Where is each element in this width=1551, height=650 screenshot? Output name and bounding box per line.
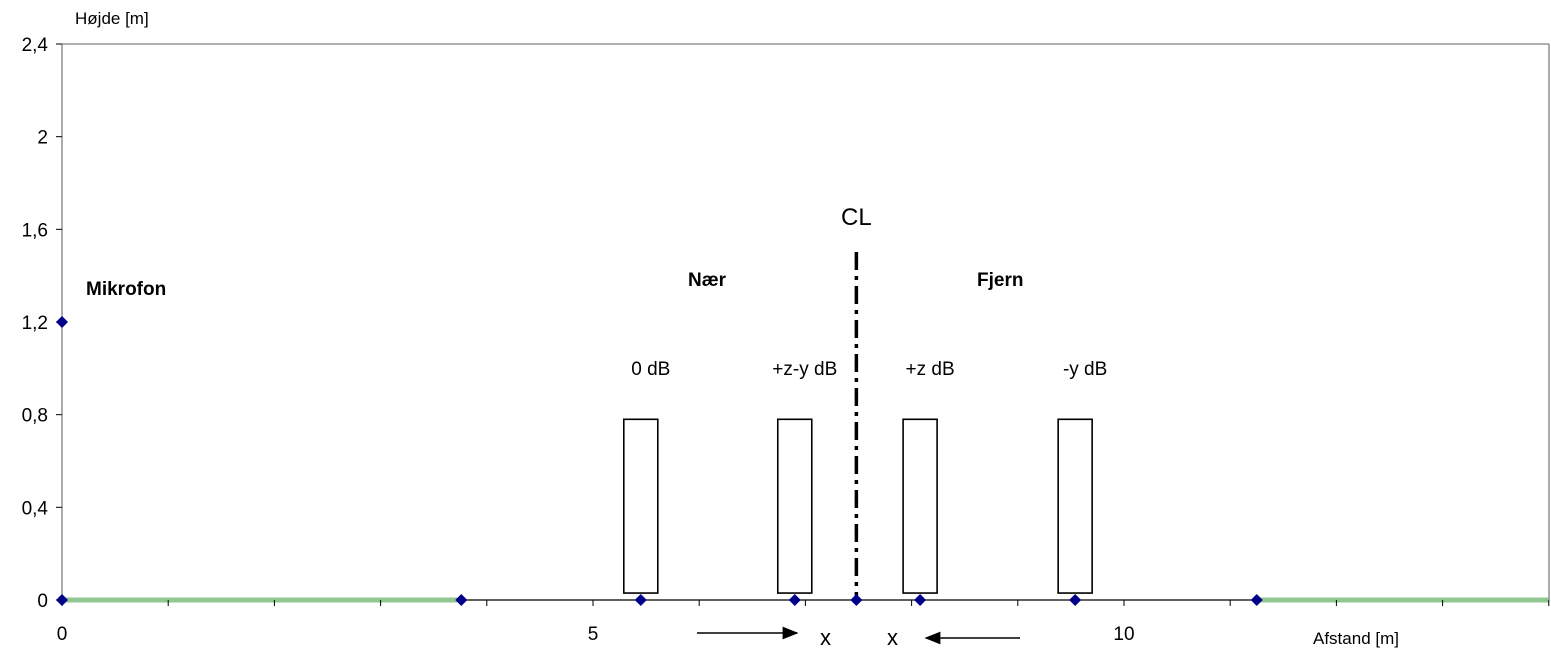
x-axis-title: Afstand [m] xyxy=(1313,629,1399,648)
y-tick-label: 1,6 xyxy=(22,220,48,241)
vehicle-level-label: +z-y dB xyxy=(772,359,837,380)
data-point xyxy=(634,594,647,606)
data-point xyxy=(850,594,863,606)
vehicle-level-label: 0 dB xyxy=(631,359,670,380)
vehicle-box xyxy=(902,418,938,594)
data-point xyxy=(56,594,68,606)
data-point xyxy=(914,594,927,606)
microphone-label: Mikrofon xyxy=(86,279,166,300)
x-tick-label: 0 xyxy=(57,624,68,645)
data-point xyxy=(1250,594,1263,606)
data-point xyxy=(455,594,468,606)
y-tick-label: 2,4 xyxy=(22,35,49,56)
vehicle-level-label: +z dB xyxy=(906,359,955,380)
vehicle-level-label: -y dB xyxy=(1063,359,1107,380)
data-point xyxy=(1069,594,1082,606)
y-tick-label: 1,2 xyxy=(22,313,48,334)
vehicle-box xyxy=(776,418,813,594)
y-axis-title: Højde [m] xyxy=(75,9,149,28)
near-label: Nær xyxy=(688,270,727,291)
y-tick-label: 2 xyxy=(37,128,48,149)
y-tick-label: 0,4 xyxy=(22,498,49,519)
centerline-label: CL xyxy=(841,204,872,231)
data-point xyxy=(788,594,801,606)
x-tick-label: 5 xyxy=(588,624,599,645)
x-tick-label: 10 xyxy=(1113,624,1134,645)
data-point xyxy=(56,316,68,328)
x-right-label: x xyxy=(887,625,898,650)
far-label: Fjern xyxy=(977,270,1023,291)
vehicle-box xyxy=(622,418,659,594)
x-left-label: x xyxy=(820,625,831,650)
y-tick-label: 0,8 xyxy=(22,406,48,427)
y-tick-label: 0 xyxy=(37,591,48,612)
vehicle-box xyxy=(1057,418,1093,594)
